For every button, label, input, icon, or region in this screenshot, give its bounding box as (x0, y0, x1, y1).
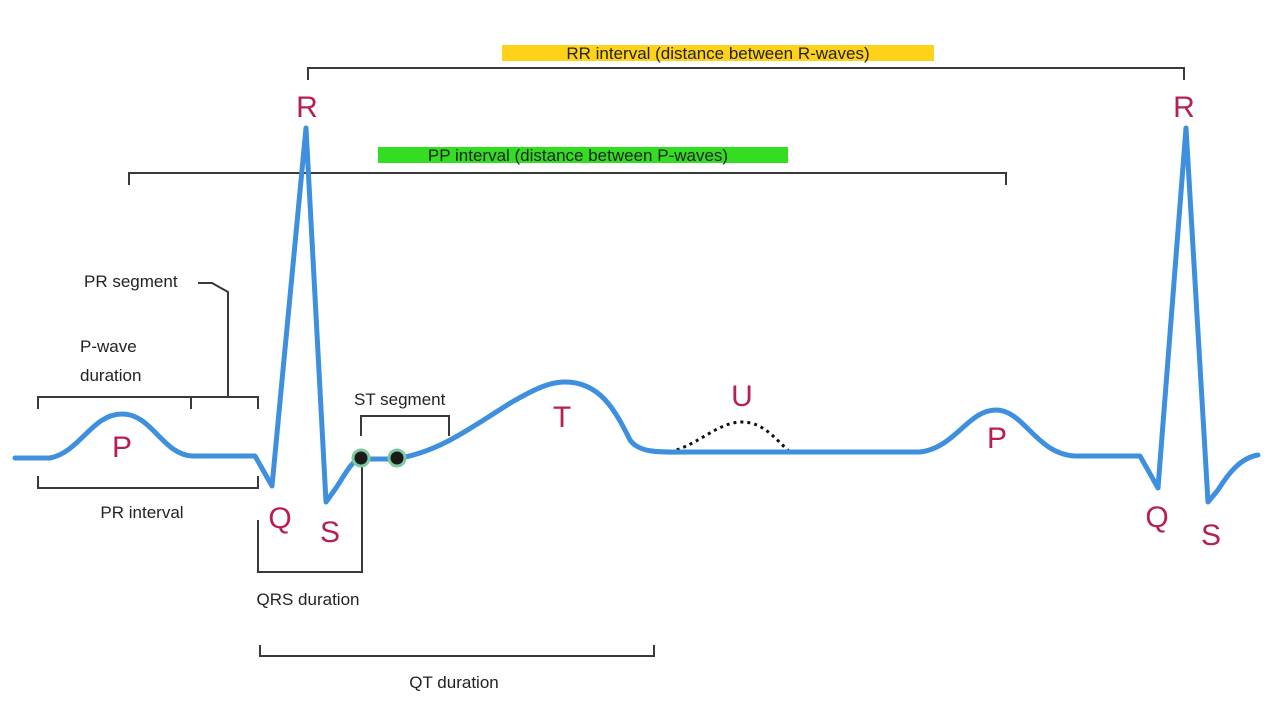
rr-interval-bracket (307, 67, 1185, 80)
pr-interval-bracket (37, 476, 259, 489)
rr-highlight (502, 45, 934, 61)
ecg-waveform (12, 125, 1261, 505)
s-wave-label-2: S (1201, 519, 1221, 552)
r-wave-label-1: R (296, 91, 318, 124)
p-wave-duration-label-line2: duration (80, 366, 141, 385)
qt-duration-bracket (259, 645, 655, 657)
st-end-marker (387, 448, 407, 468)
qrs-duration-bracket (257, 458, 363, 573)
rr-interval-label: RR interval (distance between R-waves) (566, 44, 869, 63)
qrs-duration-label: QRS duration (257, 590, 360, 609)
pp-interval-bracket (128, 172, 1007, 185)
pp-interval-label: PP interval (distance between P-waves) (428, 146, 728, 165)
st-segment-label: ST segment (354, 390, 446, 409)
pr-segment-label: PR segment (84, 272, 178, 291)
s-wave-label-1: S (320, 516, 340, 549)
q-wave-label-1: Q (268, 502, 291, 535)
p-wave-label-1: P (112, 431, 132, 464)
pr-segment-pointer (198, 282, 229, 397)
qt-duration-label: QT duration (409, 673, 498, 692)
pr-interval-label: PR interval (100, 503, 183, 522)
u-wave-curve (669, 420, 791, 454)
p-wave-duration-bracket (37, 396, 259, 409)
p-wave-duration-label-line1: P-wave (80, 337, 137, 356)
st-segment-bracket (360, 415, 450, 436)
t-wave-label: T (553, 401, 571, 434)
pp-highlight (378, 147, 788, 163)
r-wave-label-2: R (1173, 91, 1195, 124)
st-start-marker (351, 448, 371, 468)
p-wave-label-2: P (987, 422, 1007, 455)
q-wave-label-2: Q (1145, 501, 1168, 534)
u-wave-label: U (731, 380, 753, 413)
